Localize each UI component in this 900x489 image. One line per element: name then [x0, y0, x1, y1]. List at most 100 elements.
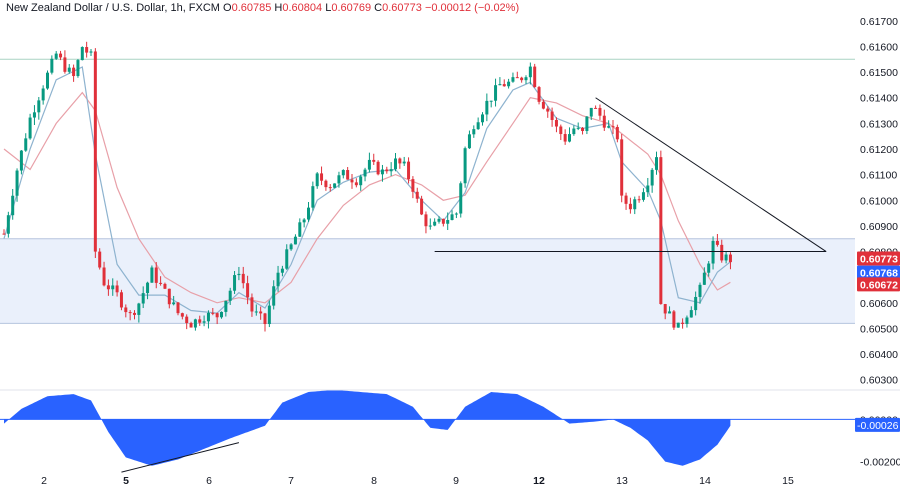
- candle-down: [420, 198, 424, 215]
- candle-up: [37, 100, 41, 113]
- candle-up: [19, 150, 23, 171]
- candle-down: [119, 292, 123, 308]
- candle-down: [63, 57, 67, 72]
- candle-up: [202, 321, 206, 323]
- candle-down: [398, 158, 402, 164]
- candle-up: [172, 302, 176, 305]
- candle-down: [189, 323, 193, 328]
- candle-up: [655, 157, 658, 170]
- candle-up: [380, 169, 384, 175]
- candle-down: [185, 316, 189, 324]
- time-axis-tick-label: 9: [453, 475, 459, 487]
- oscillator-divergence-line: [121, 442, 240, 473]
- candle-up: [228, 290, 232, 301]
- candle-up: [206, 312, 210, 322]
- candle-up: [280, 268, 284, 273]
- candle-down: [594, 107, 598, 109]
- time-axis-tick-label: 7: [288, 475, 294, 487]
- candle-up: [676, 322, 680, 328]
- candle-down: [376, 161, 380, 175]
- time-axis-tick-label: 12: [533, 475, 545, 487]
- candle-up: [150, 267, 154, 283]
- candle-up: [272, 286, 276, 306]
- price-axis-tick-label: 0.61000: [860, 195, 898, 207]
- candle-up: [367, 159, 371, 170]
- candle-up: [394, 158, 397, 170]
- candle-down: [515, 77, 519, 79]
- candle-up: [111, 285, 115, 290]
- candle-up: [507, 81, 511, 87]
- candle-up: [437, 218, 441, 222]
- candle-down: [124, 307, 128, 313]
- candle-down: [59, 53, 63, 58]
- candle-down: [354, 182, 358, 186]
- candle-down: [598, 107, 602, 116]
- candle-up: [46, 72, 49, 89]
- candle-up: [685, 317, 689, 324]
- candle-down: [85, 47, 89, 53]
- candle-down: [259, 311, 263, 314]
- candle-up: [89, 51, 93, 53]
- candle-down: [180, 313, 184, 317]
- slow-moving-average-line: [3, 91, 731, 304]
- chart-header: New Zealand Dollar / U.S. Dollar, 1h, FX…: [6, 2, 519, 14]
- candle-down: [154, 267, 158, 283]
- price-label-badge: [857, 265, 900, 280]
- candle-down: [350, 179, 354, 183]
- candle-up: [293, 236, 297, 245]
- close-value: 0.60773: [382, 2, 422, 14]
- candle-up: [254, 311, 258, 313]
- candle-up: [428, 225, 432, 227]
- candle-down: [602, 115, 606, 128]
- candle-up: [433, 221, 437, 226]
- candle-down: [320, 173, 324, 181]
- time-axis-tick-label: 2: [41, 475, 47, 487]
- candle-up: [476, 122, 480, 130]
- price-axis-tick-label: 0.61600: [860, 41, 898, 53]
- candle-down: [628, 203, 632, 210]
- time-axis-tick-label: 5: [123, 475, 129, 487]
- candle-up: [24, 138, 28, 151]
- oscillator-axis-tick-label: -0.00200: [860, 457, 900, 469]
- candle-down: [624, 195, 628, 204]
- time-axis-tick-label: 6: [206, 475, 212, 487]
- price-axis-tick-label: 0.61500: [860, 67, 898, 79]
- candle-up: [668, 311, 672, 314]
- candle-up: [576, 127, 580, 129]
- candle-down: [102, 267, 106, 286]
- candle-up: [267, 305, 271, 325]
- candle-up: [193, 319, 197, 328]
- candle-up: [446, 219, 450, 224]
- candle-down: [615, 126, 619, 140]
- candle-up: [333, 183, 337, 188]
- candle-up: [589, 107, 593, 117]
- price-axis-tick-label: 0.61400: [860, 93, 898, 105]
- candle-down: [250, 297, 254, 312]
- low-label: L: [325, 2, 332, 14]
- candle-up: [54, 53, 58, 59]
- candle-down: [98, 251, 102, 268]
- price-label-badge: [857, 277, 900, 292]
- candle-up: [724, 254, 728, 261]
- time-axis-tick-label: 8: [371, 475, 377, 487]
- candle-down: [176, 302, 180, 314]
- candle-down: [659, 157, 663, 305]
- candle-up: [315, 173, 319, 187]
- candle-up: [646, 185, 650, 193]
- candle-down: [328, 187, 332, 189]
- candle-down: [372, 159, 376, 162]
- candle-up: [28, 117, 32, 139]
- candle-up: [650, 169, 654, 186]
- candle-down: [611, 126, 615, 128]
- candle-down: [106, 285, 110, 290]
- candle-up: [485, 100, 489, 115]
- open-value: 0.60785: [231, 2, 272, 14]
- time-axis-tick-label: 14: [699, 475, 711, 487]
- price-axis-tick-label: 0.60600: [860, 298, 898, 310]
- candle-down: [128, 312, 132, 314]
- candle-up: [363, 169, 367, 177]
- candle-down: [520, 77, 524, 81]
- candle-up: [220, 311, 223, 318]
- candle-up: [233, 275, 237, 291]
